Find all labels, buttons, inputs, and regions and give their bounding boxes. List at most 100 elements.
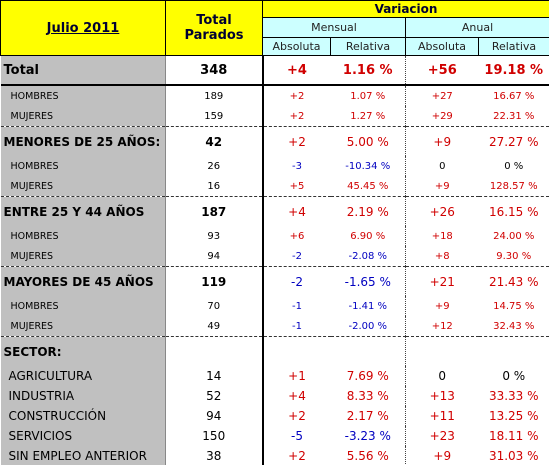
absolute-header: Absoluta [405, 37, 479, 56]
total-value: 189 [165, 85, 264, 106]
monthly-absolute: -1 [292, 300, 302, 312]
annual-relative: 27.27 % [478, 126, 549, 156]
annual-relative: 14.75 % [478, 296, 549, 316]
monthly-absolute [262, 336, 331, 366]
monthly-relative: 7.69 % [330, 366, 406, 386]
row-label: SECTOR: [0, 336, 166, 366]
row-label: INDUSTRIA [0, 386, 166, 406]
row-label: HOMBRES [0, 226, 166, 246]
total-value: 38 [165, 446, 264, 465]
row-label: MUJERES [0, 106, 166, 127]
row-label: CONSTRUCCIÓN [0, 406, 166, 426]
table-row: MUJERES 94 -2 -2.08 % +8 9.30 % [0, 246, 549, 267]
total-value: 14 [165, 366, 264, 386]
annual-absolute: 0 [438, 369, 447, 383]
row-label: Total [0, 55, 166, 86]
annual-relative: 33.33 % [478, 386, 549, 406]
monthly-relative: 5.00 % [330, 126, 406, 156]
annual-absolute: +27 [431, 90, 453, 102]
annual-relative: 16.15 % [478, 196, 549, 226]
annual-absolute: +12 [431, 320, 453, 332]
annual-absolute: +8 [434, 250, 450, 262]
table-row: MUJERES 16 +5 45.45 % +9 128.57 % [0, 176, 549, 197]
annual-relative [478, 336, 549, 366]
table-row: HOMBRES 93 +6 6.90 % +18 24.00 % [0, 226, 549, 246]
monthly-absolute: +4 [262, 196, 331, 226]
table-row: MUJERES 49 -1 -2.00 % +12 32.43 % [0, 316, 549, 337]
annual-absolute: 0 [439, 160, 446, 172]
monthly-header: Mensual [262, 17, 406, 38]
monthly-relative: 45.45 % [330, 176, 406, 197]
annual-absolute: +9 [405, 126, 479, 156]
annual-relative: 128.57 % [478, 176, 549, 197]
monthly-relative: 5.56 % [330, 446, 406, 465]
monthly-absolute: +6 [289, 230, 305, 242]
annual-relative: 0 % [478, 156, 549, 176]
total-value: 70 [165, 296, 264, 316]
monthly-relative: 1.27 % [330, 106, 406, 127]
row-label: HOMBRES [0, 156, 166, 176]
relative-header: Relativa [478, 37, 549, 56]
table-row: HOMBRES 189 +2 1.07 % +27 16.67 % [0, 85, 549, 106]
relative-header: Relativa [330, 37, 406, 56]
monthly-relative [330, 336, 406, 366]
total-value: 150 [165, 426, 264, 446]
row-label: ENTRE 25 Y 44 AÑOS [0, 196, 166, 226]
monthly-absolute: +1 [288, 369, 306, 383]
annual-relative: 19.18 % [478, 55, 549, 86]
total-value: 94 [165, 246, 264, 267]
annual-absolute: +9 [434, 180, 450, 192]
annual-relative: 13.25 % [478, 406, 549, 426]
monthly-absolute: +4 [262, 55, 331, 86]
table-row: MENORES DE 25 AÑOS: 42 +2 5.00 % +9 27.27 % [0, 126, 549, 156]
row-label: AGRICULTURA [0, 366, 166, 386]
monthly-absolute: +2 [288, 409, 306, 423]
total-value: 94 [165, 406, 264, 426]
monthly-relative: 8.33 % [330, 386, 406, 406]
annual-relative: 18.11 % [478, 426, 549, 446]
annual-absolute: +26 [405, 196, 479, 226]
row-label: SERVICIOS [0, 426, 166, 446]
monthly-absolute: +2 [289, 90, 305, 102]
monthly-relative: -3.23 % [330, 426, 406, 446]
monthly-relative: 6.90 % [330, 226, 406, 246]
monthly-relative: 2.19 % [330, 196, 406, 226]
monthly-relative: 2.17 % [330, 406, 406, 426]
monthly-absolute: -1 [292, 320, 302, 332]
total-value: 93 [165, 226, 264, 246]
annual-absolute: +29 [431, 110, 453, 122]
table-row: MUJERES 159 +2 1.27 % +29 22.31 % [0, 106, 549, 127]
absolute-header: Absoluta [262, 37, 331, 56]
monthly-absolute: +2 [289, 110, 305, 122]
row-label: MUJERES [0, 176, 166, 197]
monthly-absolute: +5 [289, 180, 305, 192]
monthly-relative: -10.34 % [330, 156, 406, 176]
annual-relative: 24.00 % [478, 226, 549, 246]
row-label: HOMBRES [0, 296, 166, 316]
monthly-relative: -2.00 % [330, 316, 406, 337]
monthly-absolute: +2 [262, 126, 331, 156]
table-row: CONSTRUCCIÓN 94 +2 2.17 % +11 13.25 % [0, 406, 549, 426]
monthly-relative: -2.08 % [330, 246, 406, 267]
total-value: 187 [165, 196, 264, 226]
annual-relative: 9.30 % [478, 246, 549, 267]
annual-relative: 21.43 % [478, 266, 549, 296]
table-row: AGRICULTURA 14 +1 7.69 % 0 0 % [0, 366, 549, 386]
annual-relative: 31.03 % [478, 446, 549, 465]
total-value: 42 [165, 126, 264, 156]
annual-absolute: +9 [433, 449, 452, 463]
table-row: SECTOR: [0, 336, 549, 366]
annual-relative: 22.31 % [478, 106, 549, 127]
annual-absolute: +23 [429, 429, 455, 443]
monthly-absolute: +2 [288, 449, 306, 463]
monthly-absolute: -2 [292, 250, 302, 262]
row-label: MAYORES DE 45 AÑOS [0, 266, 166, 296]
table-row: Total 348 +4 1.16 % +56 19.18 % [0, 55, 549, 86]
table-row: ENTRE 25 Y 44 AÑOS 187 +4 2.19 % +26 16.15 % [0, 196, 549, 226]
annual-absolute: +11 [429, 409, 455, 423]
annual-relative: 16.67 % [478, 85, 549, 106]
total-value: 26 [165, 156, 264, 176]
total-value: 119 [165, 266, 264, 296]
monthly-absolute: -2 [262, 266, 331, 296]
